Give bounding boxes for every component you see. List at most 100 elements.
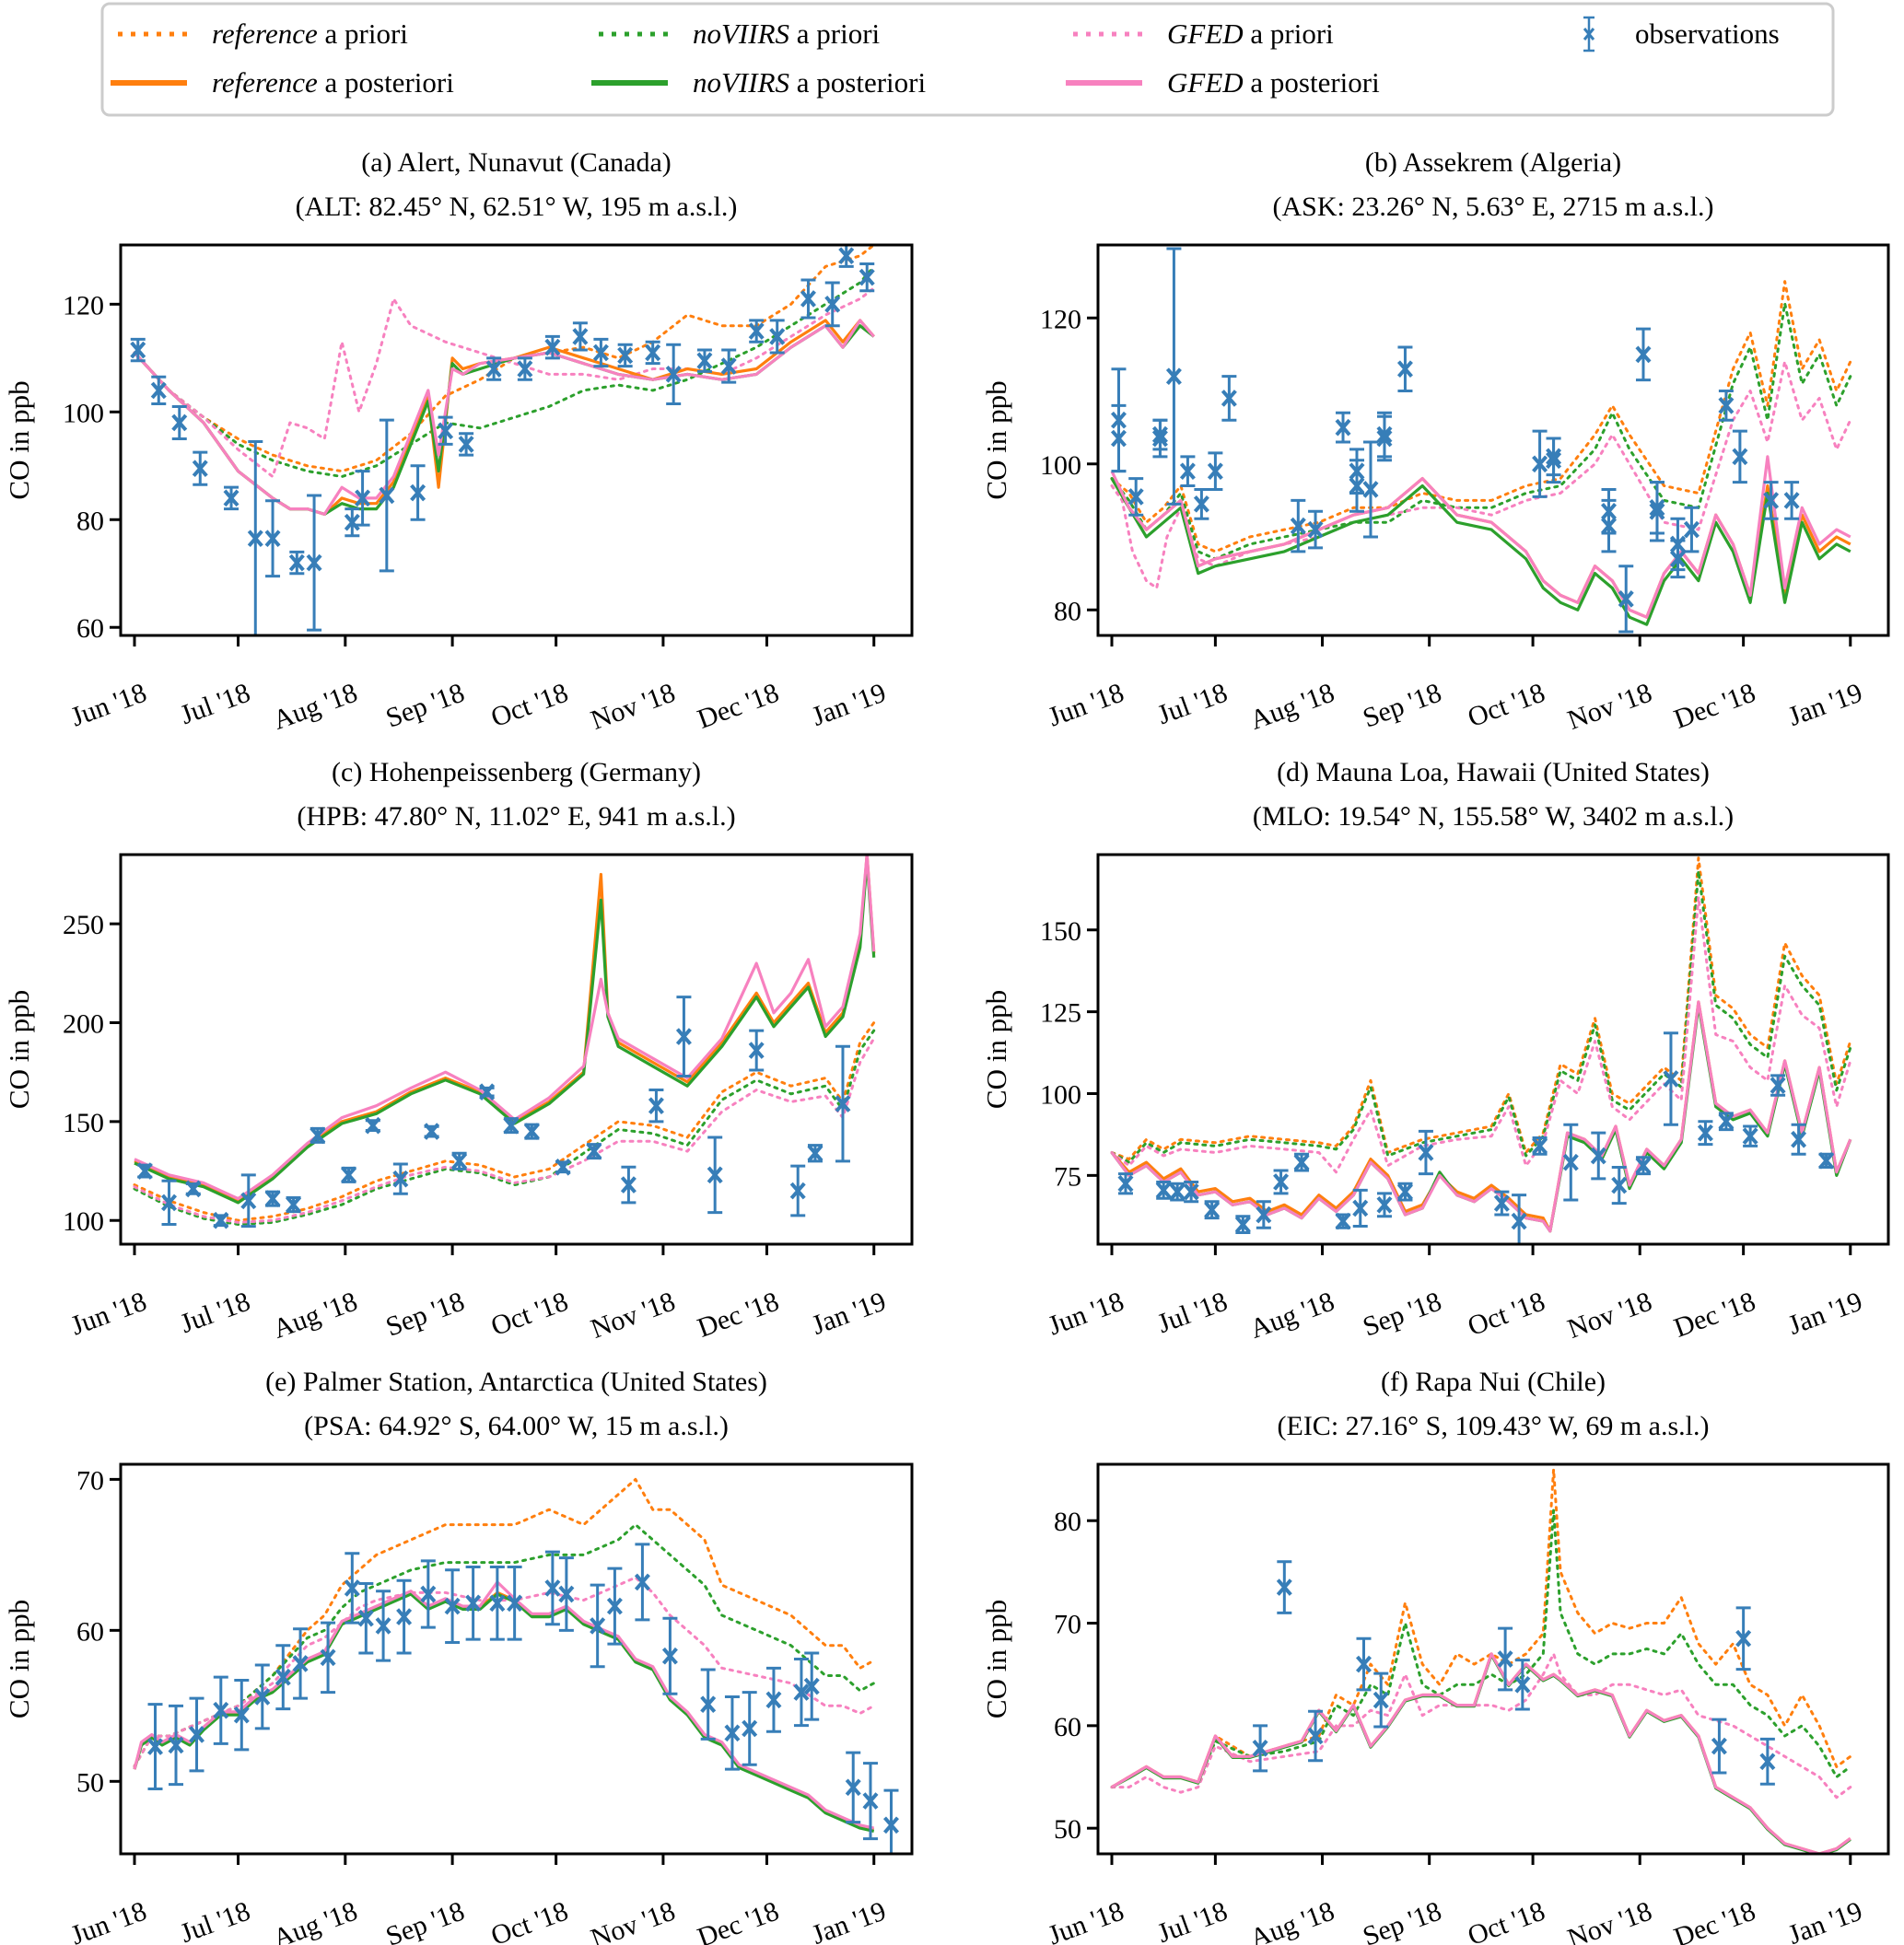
observation-point	[1532, 1136, 1548, 1156]
observation-point	[341, 1166, 357, 1184]
observation-point	[344, 1552, 360, 1625]
observation-marker	[769, 328, 786, 345]
observation-marker	[590, 1617, 606, 1635]
observation-point	[793, 1658, 810, 1728]
y-tick-label: 80	[1054, 596, 1081, 626]
y-tick-label: 100	[1040, 1079, 1081, 1110]
axes-frame	[119, 853, 914, 1246]
legend-entry-novi_post: noVIIRS a posteriori	[591, 66, 926, 99]
observation-marker	[240, 1192, 257, 1210]
observation-marker	[1611, 1176, 1628, 1194]
observation-marker	[1718, 397, 1735, 414]
observation-marker	[1335, 1212, 1351, 1230]
axes-frame	[119, 1462, 914, 1856]
series-noviirs-a-posteriori	[134, 858, 876, 1205]
legend-label-italic: noVIIRS	[693, 66, 789, 99]
observation-marker	[1183, 1182, 1199, 1201]
observation-marker	[1349, 477, 1365, 495]
panel-title: (c) Hohenpeissenberg (Germany)	[332, 757, 701, 787]
observation-point	[586, 1142, 602, 1160]
observation-point	[1590, 1131, 1606, 1181]
observation-point	[1763, 481, 1780, 520]
observation-point	[724, 1695, 741, 1771]
observation-point	[1511, 1194, 1527, 1244]
observation-marker	[320, 1648, 336, 1667]
observation-point	[310, 1126, 326, 1145]
y-tick-label: 80	[1054, 1507, 1081, 1537]
observation-point	[264, 499, 281, 578]
panel-subtitle: (MLO: 19.54° N, 155.58° W, 3402 m a.s.l.…	[1253, 801, 1734, 832]
axes-frame	[119, 243, 914, 637]
observation-marker	[168, 1736, 184, 1754]
observation-point	[555, 1158, 571, 1176]
observation-point	[1742, 1124, 1758, 1147]
legend-swatch-errorbar-icon	[1583, 16, 1595, 52]
observation-point	[1273, 1169, 1290, 1195]
observation-point	[189, 1696, 205, 1773]
observation-point	[1669, 539, 1686, 579]
observation-marker	[1511, 1212, 1527, 1230]
observation-point	[1207, 451, 1223, 491]
observation-point	[150, 375, 167, 406]
observation-point	[479, 1083, 496, 1101]
observation-marker	[648, 1097, 664, 1115]
observation-point	[1514, 1659, 1531, 1711]
observation-marker	[1818, 1152, 1835, 1170]
observation-marker	[357, 1609, 374, 1627]
observation-point	[264, 1190, 281, 1207]
observation-point	[544, 1550, 561, 1626]
observation-marker	[696, 352, 713, 370]
y-tick-label: 150	[1040, 916, 1081, 947]
observation-point	[1276, 1560, 1292, 1614]
observation-point	[1221, 375, 1237, 422]
observation-marker	[620, 1176, 637, 1194]
observation-marker	[1151, 429, 1168, 448]
observation-marker	[724, 1724, 741, 1742]
observation-marker	[1683, 520, 1700, 539]
observation-marker	[1635, 345, 1652, 364]
legend-label-suffix: observations	[1635, 17, 1780, 50]
observations	[136, 996, 851, 1229]
observation-point	[838, 245, 855, 268]
observation-marker	[189, 1726, 205, 1743]
legend-label: reference a posteriori	[212, 66, 454, 99]
observation-marker	[451, 1152, 468, 1170]
y-tick-label: 100	[1040, 450, 1081, 481]
observation-point	[1770, 1074, 1786, 1097]
observation-point	[161, 1179, 178, 1227]
observations	[1252, 1560, 1776, 1786]
observation-point	[240, 1173, 257, 1229]
observation-marker	[1256, 1205, 1272, 1224]
observation-point	[1735, 1606, 1752, 1671]
observation-point	[1718, 390, 1735, 422]
series-gfed-a-posteriori	[134, 855, 876, 1201]
observation-point	[275, 1644, 291, 1711]
y-axis-label: CO in ppb	[980, 1600, 1012, 1718]
observation-point	[507, 1565, 523, 1641]
observation-marker	[306, 553, 322, 572]
legend-label-italic: noVIIRS	[693, 17, 789, 50]
observation-point	[1373, 1671, 1389, 1729]
observation-marker	[223, 489, 239, 507]
observation-marker	[355, 489, 371, 507]
observation-marker	[1273, 1173, 1290, 1191]
observation-point	[1601, 498, 1618, 553]
observation-marker	[592, 344, 609, 362]
y-tick-label: 150	[63, 1108, 104, 1138]
observation-marker	[161, 1194, 178, 1212]
panel-title: (b) Assekrem (Algeria)	[1365, 147, 1621, 178]
y-tick-label: 60	[76, 1616, 104, 1647]
observation-point	[1376, 414, 1393, 462]
observation-point	[617, 343, 634, 368]
observation-point	[375, 1590, 391, 1662]
observation-marker	[1207, 462, 1223, 480]
observation-marker	[1562, 1153, 1579, 1171]
observation-marker	[1532, 455, 1548, 473]
observation-point	[544, 334, 561, 360]
legend-label-italic: reference	[212, 66, 318, 99]
observation-point	[288, 550, 305, 576]
observation-marker	[882, 1816, 899, 1834]
observation-marker	[793, 1683, 810, 1701]
observation-marker	[233, 1706, 250, 1724]
legend-entry-novi_prior: noVIIRS a priori	[599, 17, 881, 50]
